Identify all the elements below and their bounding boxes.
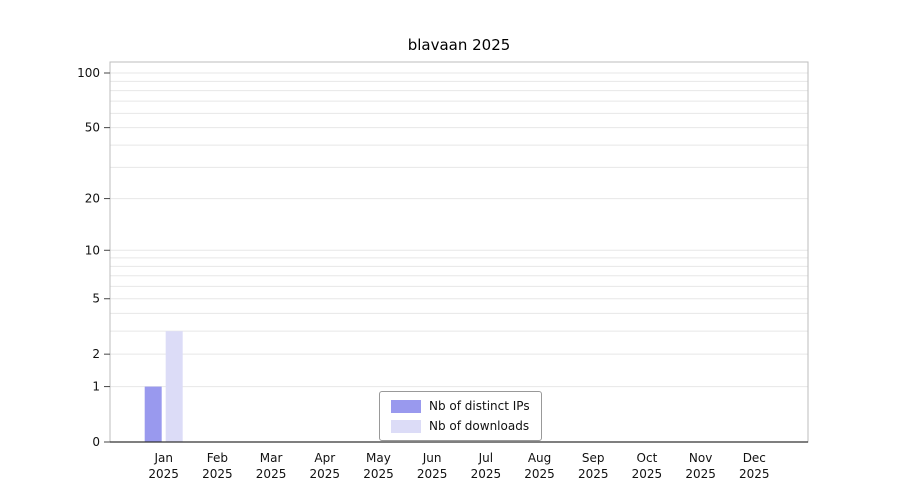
x-tick-label: Mar <box>260 451 283 465</box>
x-tick-year-label: 2025 <box>471 467 502 481</box>
bar-downloads <box>165 331 183 442</box>
x-tick-label: Sep <box>582 451 605 465</box>
plot-frame <box>109 61 809 443</box>
legend-swatch-distinct-ips <box>391 399 421 413</box>
x-tick-year-label: 2025 <box>524 467 555 481</box>
legend: Nb of distinct IPs Nb of downloads <box>379 391 542 441</box>
y-tick-label: 1 <box>92 380 100 394</box>
x-tick-year-label: 2025 <box>202 467 233 481</box>
x-tick-year-label: 2025 <box>685 467 716 481</box>
x-tick-label: Jul <box>478 451 493 465</box>
x-tick-year-label: 2025 <box>739 467 770 481</box>
x-tick-year-label: 2025 <box>578 467 609 481</box>
x-tick-label: Jan <box>153 451 173 465</box>
x-tick-year-label: 2025 <box>256 467 287 481</box>
legend-item: Nb of distinct IPs <box>391 399 530 413</box>
legend-item: Nb of downloads <box>391 419 530 433</box>
x-tick-label: Aug <box>528 451 551 465</box>
y-tick-label: 2 <box>92 347 100 361</box>
y-tick-label: 20 <box>85 192 100 206</box>
y-tick-label: 0 <box>92 435 100 449</box>
y-tick-label: 50 <box>85 121 100 135</box>
chart-title: blavaan 2025 <box>407 36 511 54</box>
x-tick-label: Oct <box>637 451 658 465</box>
x-tick-label: Dec <box>743 451 766 465</box>
x-tick-label: Feb <box>207 451 228 465</box>
x-tick-year-label: 2025 <box>417 467 448 481</box>
y-tick-label: 10 <box>85 243 100 257</box>
legend-label-downloads: Nb of downloads <box>429 419 530 433</box>
x-tick-label: Jun <box>422 451 442 465</box>
x-tick-year-label: 2025 <box>309 467 340 481</box>
x-tick-year-label: 2025 <box>632 467 663 481</box>
y-tick-label: 5 <box>92 292 100 306</box>
x-tick-label: Nov <box>689 451 712 465</box>
legend-swatch-downloads <box>391 419 421 433</box>
x-tick-year-label: 2025 <box>148 467 179 481</box>
y-tick-label: 100 <box>77 66 100 80</box>
legend-label-distinct-ips: Nb of distinct IPs <box>429 399 530 413</box>
bar-distinct-ips <box>144 386 162 442</box>
x-tick-label: Apr <box>314 451 335 465</box>
x-tick-year-label: 2025 <box>363 467 394 481</box>
x-tick-label: May <box>366 451 391 465</box>
